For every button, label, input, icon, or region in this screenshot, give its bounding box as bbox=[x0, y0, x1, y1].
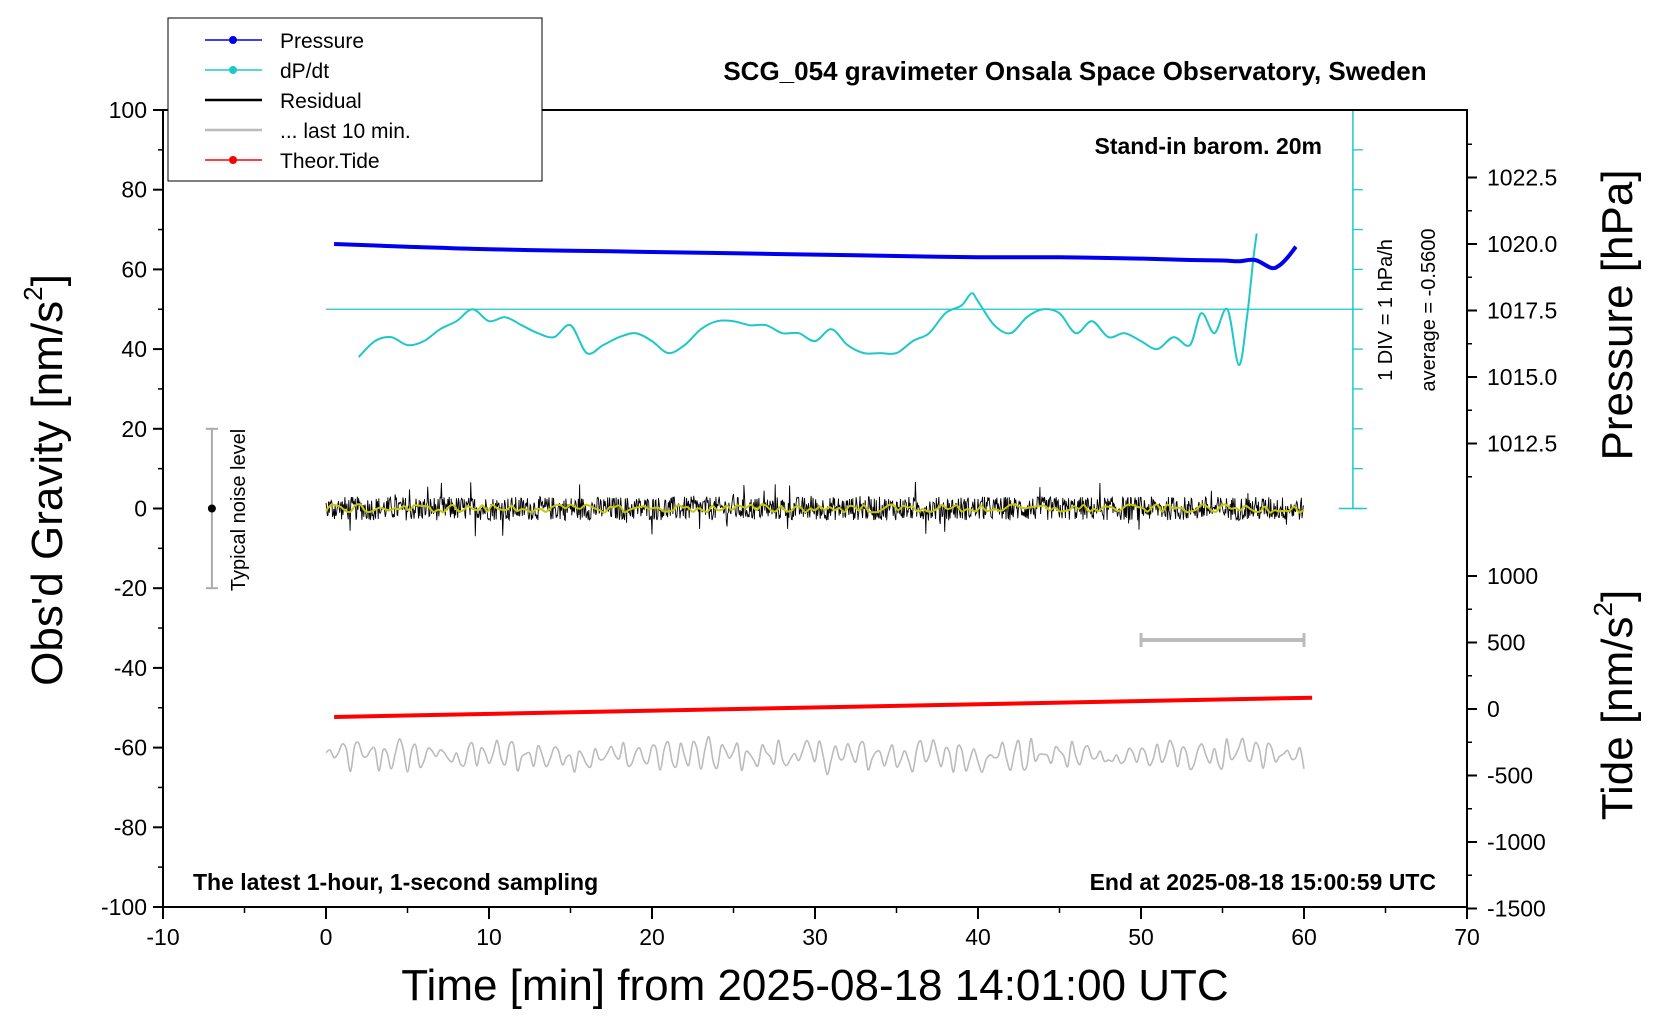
x-axis-label: Time [min] from 2025-08-18 14:01:00 UTC bbox=[401, 961, 1228, 1010]
residual-line bbox=[325, 481, 1305, 537]
pressure-line bbox=[334, 242, 1298, 271]
x-tick-label: 70 bbox=[1454, 924, 1480, 950]
x-tick-label: 50 bbox=[1128, 924, 1154, 950]
pressure-tick-label: 1022.5 bbox=[1487, 165, 1557, 191]
y-axis-label-close: ] bbox=[23, 274, 72, 286]
pressure-axis-label: Pressure [hPa] bbox=[1593, 169, 1642, 460]
legend-label: Theor.Tide bbox=[280, 150, 380, 173]
x-tick-label: -10 bbox=[146, 924, 179, 950]
pressure-tick-label: 1017.5 bbox=[1487, 298, 1557, 324]
legend-label: Pressure bbox=[280, 30, 364, 53]
y-tick-label: -40 bbox=[114, 655, 147, 681]
chart-title: SCG_054 gravimeter Onsala Space Observat… bbox=[723, 56, 1426, 86]
y-axis-label: Obs'd Gravity [nm/s2] bbox=[18, 274, 72, 686]
y-tick-label: 20 bbox=[121, 416, 147, 442]
y-tick-label: 100 bbox=[109, 97, 147, 123]
pressure-tick-label: 1012.5 bbox=[1487, 431, 1557, 457]
legend-label: dP/dt bbox=[280, 60, 329, 83]
average-label: average = -0.5600 bbox=[1418, 229, 1440, 392]
smoothed-residual-line bbox=[325, 503, 1305, 514]
x-tick-label: 20 bbox=[639, 924, 665, 950]
last-10-min-line bbox=[325, 736, 1305, 776]
legend: Pressure dP/dt Residual ... last 10 min. The… bbox=[167, 17, 543, 182]
tide-axis-label-close: ] bbox=[1593, 590, 1642, 602]
y-tick-label: -60 bbox=[114, 735, 147, 761]
noise-level-label: Typical noise level bbox=[228, 429, 250, 591]
x-tick-label: 10 bbox=[476, 924, 502, 950]
tide-tick-label: 0 bbox=[1487, 696, 1500, 722]
tide-tick-label: -1500 bbox=[1487, 896, 1546, 922]
tide-tick-label: -1000 bbox=[1487, 829, 1546, 855]
tide-tick-label: 500 bbox=[1487, 630, 1525, 656]
theoretical-tide-line bbox=[334, 695, 1313, 719]
tide-axis-label-sup: 2 bbox=[1588, 602, 1618, 616]
x-tick-label: 30 bbox=[802, 924, 828, 950]
barometer-note: Stand-in barom. 20m bbox=[1095, 133, 1322, 159]
legend-marker bbox=[229, 36, 237, 44]
latest-note: The latest 1-hour, 1-second sampling bbox=[193, 869, 598, 895]
dpdt-line bbox=[357, 233, 1258, 367]
tide-axis-label-main: Tide [nm/s bbox=[1593, 616, 1642, 820]
div-label: 1 DIV = 1 hPa/h bbox=[1375, 239, 1397, 381]
legend-label: ... last 10 min. bbox=[280, 120, 411, 143]
pressure-tick-label: 1015.0 bbox=[1487, 364, 1557, 390]
x-tick-label: 60 bbox=[1291, 924, 1317, 950]
x-tick-label: 40 bbox=[965, 924, 991, 950]
x-tick-label: 0 bbox=[320, 924, 333, 950]
tide-tick-label: -500 bbox=[1487, 763, 1533, 789]
y-tick-label: 40 bbox=[121, 336, 147, 362]
legend-marker bbox=[229, 156, 237, 164]
noise-bar-point bbox=[207, 504, 216, 513]
axes-layer: -10 0 10 20 30 40 50 60 70-100-80-60-40-20020406… bbox=[101, 97, 1557, 950]
legend-marker bbox=[229, 66, 237, 74]
legend-label: Residual bbox=[280, 90, 362, 113]
y-axis-label-sup: 2 bbox=[18, 286, 48, 300]
y-tick-label: -20 bbox=[114, 575, 147, 601]
tide-axis-label: Tide [nm/s2] bbox=[1588, 590, 1642, 820]
y-tick-label: 60 bbox=[121, 256, 147, 282]
y-tick-label: -80 bbox=[114, 814, 147, 840]
y-tick-label: 80 bbox=[121, 177, 147, 203]
y-tick-label: 0 bbox=[134, 496, 147, 522]
y-tick-label: -100 bbox=[101, 894, 147, 920]
pressure-tick-label: 1020.0 bbox=[1487, 231, 1557, 257]
end-time-note: End at 2025-08-18 15:00:59 UTC bbox=[1090, 869, 1436, 895]
y-axis-label-main: Obs'd Gravity [nm/s bbox=[23, 301, 72, 686]
tide-tick-label: 1000 bbox=[1487, 563, 1538, 589]
data-layer bbox=[205, 109, 1367, 776]
